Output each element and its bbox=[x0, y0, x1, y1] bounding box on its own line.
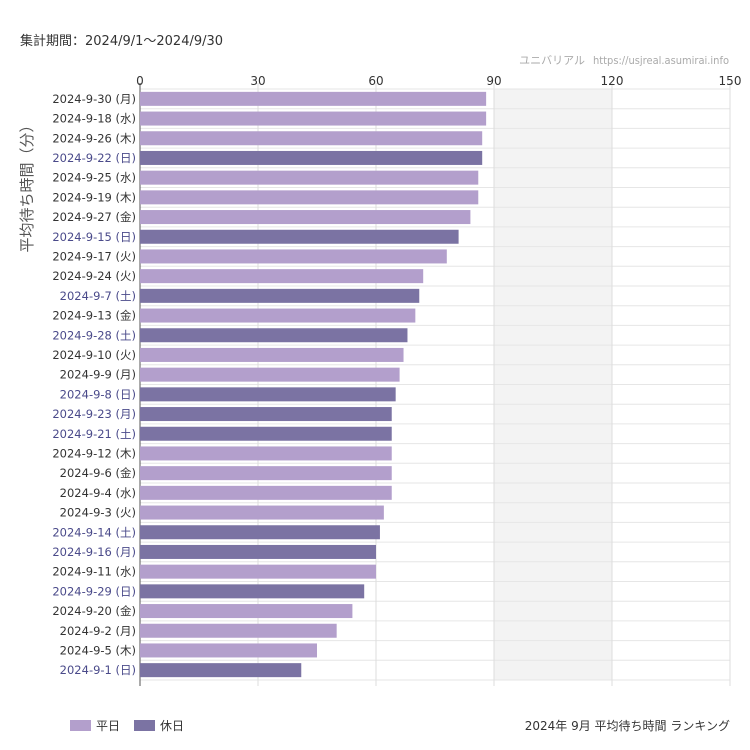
category-label: 2024-9-3 (火) bbox=[60, 506, 136, 520]
chart-footer-title: 2024年 9月 平均待ち時間 ランキング bbox=[524, 719, 730, 733]
category-label: 2024-9-10 (火) bbox=[52, 348, 136, 362]
category-label: 2024-9-15 (日) bbox=[52, 230, 136, 244]
bar bbox=[140, 111, 487, 126]
bar bbox=[140, 387, 396, 402]
category-label: 2024-9-30 (月) bbox=[52, 92, 136, 106]
bar bbox=[140, 564, 376, 579]
bar bbox=[140, 210, 471, 225]
bar bbox=[140, 150, 483, 165]
bar bbox=[140, 426, 392, 441]
bar bbox=[140, 229, 459, 244]
bar bbox=[140, 308, 416, 323]
bar bbox=[140, 623, 337, 638]
category-label: 2024-9-5 (木) bbox=[60, 643, 136, 657]
legend-item-holiday[interactable]: 休日 bbox=[134, 717, 184, 734]
x-tick-label: 0 bbox=[136, 74, 144, 88]
bar bbox=[140, 505, 384, 520]
category-label: 2024-9-25 (水) bbox=[52, 171, 136, 185]
category-label: 2024-9-2 (月) bbox=[60, 624, 136, 638]
bar bbox=[140, 328, 408, 343]
category-label: 2024-9-18 (水) bbox=[52, 112, 136, 126]
category-label: 2024-9-29 (日) bbox=[52, 584, 136, 598]
bar bbox=[140, 485, 392, 500]
category-label: 2024-9-20 (金) bbox=[52, 604, 136, 618]
x-tick-label: 120 bbox=[601, 74, 624, 88]
category-label: 2024-9-6 (金) bbox=[60, 466, 136, 480]
category-label: 2024-9-1 (日) bbox=[60, 663, 136, 677]
site-name: ユニバリアル bbox=[519, 54, 585, 67]
category-label: 2024-9-27 (金) bbox=[52, 210, 136, 224]
category-label: 2024-9-16 (月) bbox=[52, 545, 136, 559]
bar bbox=[140, 131, 483, 146]
legend-item-weekday[interactable]: 平日 bbox=[70, 717, 120, 734]
bar bbox=[140, 249, 447, 264]
x-tick-label: 60 bbox=[368, 74, 383, 88]
period-text: 集計期間：2024/9/1～2024/9/30 bbox=[20, 34, 224, 49]
bar bbox=[140, 190, 479, 205]
category-label: 2024-9-8 (日) bbox=[60, 387, 136, 401]
legend-label-holiday: 休日 bbox=[160, 719, 185, 733]
bar bbox=[140, 269, 424, 284]
category-label: 2024-9-13 (金) bbox=[52, 309, 136, 323]
category-label: 2024-9-4 (水) bbox=[60, 486, 136, 500]
bar bbox=[140, 466, 392, 481]
category-label: 2024-9-12 (木) bbox=[52, 446, 136, 460]
legend-label-weekday: 平日 bbox=[96, 719, 121, 733]
category-label: 2024-9-24 (火) bbox=[52, 269, 136, 283]
x-tick-label: 150 bbox=[719, 74, 742, 88]
site-url[interactable]: https://usjreal.asumirai.info bbox=[593, 54, 729, 67]
category-label: 2024-9-26 (木) bbox=[52, 131, 136, 145]
category-label: 2024-9-19 (木) bbox=[52, 190, 136, 204]
bar bbox=[140, 643, 317, 658]
category-label: 2024-9-7 (土) bbox=[60, 289, 136, 303]
bar bbox=[140, 170, 479, 185]
bar bbox=[140, 604, 353, 619]
category-label: 2024-9-9 (月) bbox=[60, 368, 136, 382]
bar bbox=[140, 446, 392, 461]
category-label: 2024-9-22 (日) bbox=[52, 151, 136, 165]
bar bbox=[140, 367, 400, 382]
site-credit: ユニバリアル https://usjreal.asumirai.info bbox=[519, 52, 729, 68]
category-label: 2024-9-14 (土) bbox=[52, 525, 136, 539]
bar bbox=[140, 525, 380, 540]
y-axis-title: 平均待ち時間（分） bbox=[18, 117, 36, 252]
bar bbox=[140, 91, 487, 106]
bar bbox=[140, 288, 420, 303]
legend-swatch-weekday bbox=[70, 720, 91, 731]
category-label: 2024-9-28 (土) bbox=[52, 328, 136, 342]
legend-swatch-holiday bbox=[134, 720, 156, 731]
category-label: 2024-9-11 (水) bbox=[52, 565, 136, 579]
bar bbox=[140, 347, 404, 362]
x-tick-label: 90 bbox=[486, 74, 501, 88]
category-label: 2024-9-17 (火) bbox=[52, 249, 136, 263]
legend: 平日 休日 bbox=[70, 717, 198, 734]
category-label: 2024-9-21 (土) bbox=[52, 427, 136, 441]
bar bbox=[140, 663, 302, 678]
bar bbox=[140, 407, 392, 422]
bar bbox=[140, 544, 376, 559]
category-label: 2024-9-23 (月) bbox=[52, 407, 136, 421]
x-tick-label: 30 bbox=[250, 74, 265, 88]
bar bbox=[140, 584, 365, 599]
